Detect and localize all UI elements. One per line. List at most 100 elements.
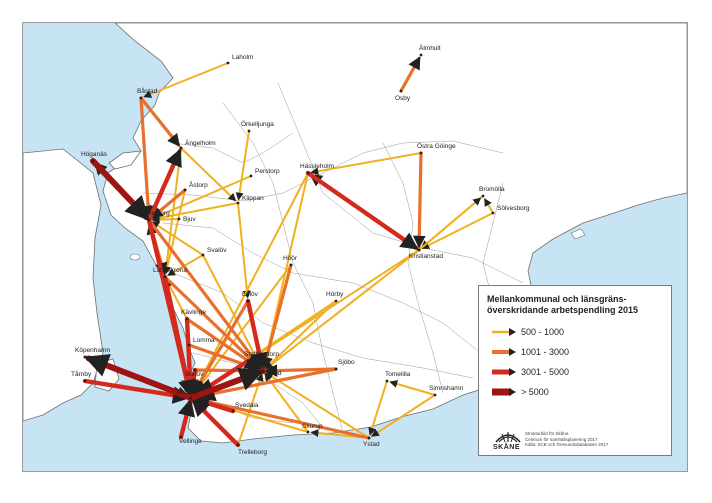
town-dot [193,368,197,372]
ven-island [129,253,141,261]
town-label: Perstorp [255,168,280,175]
commuting-flow-arrow [305,170,419,250]
commuting-flow-arrow [192,264,292,397]
town-label: Skurup [302,423,323,430]
commuting-flow-arrow [264,249,420,370]
town-dot [179,146,183,150]
legend-arrow-icon [492,328,516,336]
town-label: Höör [283,255,298,262]
legend-label: 1001 - 3000 [521,347,570,357]
town-label: Älmhult [419,44,441,52]
town-dot [236,443,240,447]
town-dot [367,436,371,440]
town-label: Höganäs [81,151,108,158]
commuting-flow-arrow [151,175,252,220]
town-label: Laholm [232,54,253,61]
commuting-flow-arrow [163,189,186,275]
skane-logo [495,432,521,443]
map-frame: Älmhult Laholm Båstad Osby Örkelljunga Ängelh… [22,22,688,472]
commuting-flow-arrow [418,197,482,251]
municipal-borders [142,82,524,434]
town-dot [334,367,338,371]
town-dot [91,159,95,163]
commuting-flow-arrow [165,279,188,320]
town-label: Bjuv [183,216,196,223]
credits-line: Centrum för samhällsplanering 2017 [525,436,598,442]
town-label: Östra Göinge [417,142,456,150]
legend-title: Mellankommunal och länsgräns- överskrida… [487,294,667,316]
town-dot [481,194,485,198]
town-dot [247,129,251,133]
kullaberg-land [108,150,142,170]
town-label: Malmö [177,389,197,396]
commuting-flow-arrow [162,147,182,275]
town-label: Landskrona [153,267,187,274]
town-dot [306,430,310,434]
commuting-flow-arrow [389,380,436,396]
town-dot [189,396,193,400]
commuting-flow-arrow [146,148,182,223]
commuting-flow-arrow [371,394,436,437]
town-label: Hässleholm [300,163,334,170]
brand-name: SKÅNE [493,444,521,451]
legend-label: 3001 - 5000 [521,367,570,377]
town-label: Helsingborg [135,210,170,217]
town-dot [185,317,189,321]
town-label: Vellinge [179,438,202,445]
commuting-flow-arrow [151,221,204,256]
town-dot [236,201,240,205]
town-label: Sjöbo [338,359,355,366]
town-label: Örkelljunga [241,120,274,128]
commuting-flow-arrow [143,62,229,98]
commuting-flow-arrow [139,96,181,147]
legend-arrow-icon [492,388,516,396]
commuting-flow-arrow [192,367,338,402]
commuting-flow-arrow [167,254,204,276]
town-label: Åstorp [189,180,208,189]
town-dot [246,299,250,303]
legend-arrow-icon [492,368,516,376]
commuting-flow-arrow [82,378,191,404]
town-label: Svedala [235,402,259,409]
commuting-flow-arrow [90,158,150,221]
town-dot [306,171,310,175]
town-dot [201,253,205,257]
town-dot [399,89,403,93]
commuting-flow-arrow [412,151,426,249]
commuting-flow-arrow [243,353,263,371]
town-dot [491,211,495,215]
commuting-flow-arrow [202,254,263,369]
town-dot [183,188,187,192]
commuting-flow-arrow [264,364,338,378]
credits-line: Källa: SCB och Öresundsdatabasen 2017 [525,442,609,447]
town-dot [433,393,437,397]
town-dot [147,218,151,222]
commuting-flow-arrow [84,354,194,401]
town-label: Klippan [242,195,264,202]
town-label: Kristianstad [409,253,443,260]
town-dot [83,355,87,359]
commuting-flow-arrow [265,372,370,439]
commuting-flow-arrow [192,394,371,440]
town-label: Kävlinge [181,309,206,316]
commuting-flow-arrow [193,364,262,378]
commuting-flow-arrow [237,202,251,299]
legend-label: 500 - 1000 [521,327,565,337]
town-label: Staffanstorp [244,351,279,358]
legend-arrow-icon [492,348,516,356]
town-label: Svalöv [207,247,227,254]
town-label: Osby [395,95,411,102]
commuting-flows [82,56,494,448]
legend-label: > 5000 [521,387,549,397]
town-label: Hörby [326,291,344,298]
town-label: Lund [267,370,282,377]
legend-row-class-3: 3001 - 5000 [491,366,661,378]
commuting-flow-arrow [399,56,421,93]
commuting-flow-arrow [191,398,241,448]
town-label: Ängelholm [185,139,216,147]
town-dot [179,435,183,439]
commuting-flow-arrow [150,188,187,220]
legend-box: Mellankommunal och länsgräns- överskrida… [478,285,672,456]
commuting-flow-arrow [188,367,264,401]
town-label: Köpenhamn [75,347,110,354]
